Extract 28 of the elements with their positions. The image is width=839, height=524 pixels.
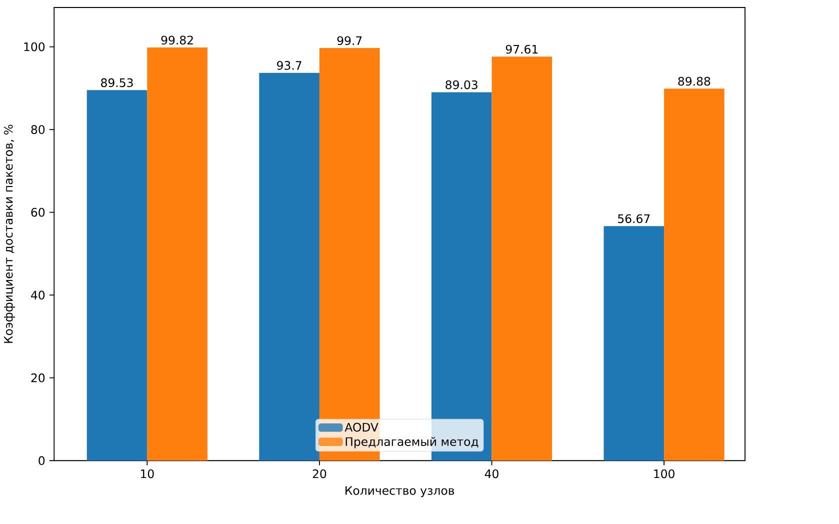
data-label: 56.67 bbox=[618, 214, 650, 223]
y-tick-label: 40 bbox=[31, 290, 45, 300]
bar bbox=[604, 226, 664, 460]
bar bbox=[492, 56, 552, 460]
y-tick-label: 0 bbox=[38, 456, 45, 465]
data-label: 93.7 bbox=[277, 60, 302, 70]
y-axis-title: Коэффициент доставки пакетов, % bbox=[4, 124, 16, 343]
y-tick-label: 100 bbox=[24, 42, 45, 52]
bar bbox=[86, 90, 148, 460]
data-label: 89.88 bbox=[678, 76, 710, 86]
bar bbox=[664, 88, 724, 460]
data-label: 89.53 bbox=[101, 78, 133, 87]
x-axis-title: Количество узлов bbox=[346, 486, 454, 498]
x-tick-label: 20 bbox=[312, 469, 326, 478]
data-label: 99.7 bbox=[337, 36, 362, 45]
data-label: 89.03 bbox=[446, 80, 478, 90]
legend-label: Предлагаемый метод bbox=[346, 436, 478, 448]
x-tick-label: 10 bbox=[140, 469, 154, 478]
x-tick-label: 100 bbox=[654, 469, 674, 478]
legend-label: AODV bbox=[344, 422, 378, 432]
bar bbox=[147, 47, 208, 460]
y-tick-label: 60 bbox=[31, 208, 45, 217]
x-tick-label: 40 bbox=[484, 469, 498, 478]
bar bbox=[259, 72, 320, 460]
data-label: 99.82 bbox=[161, 36, 193, 44]
y-tick-label: 20 bbox=[31, 373, 45, 382]
y-tick-label: 80 bbox=[31, 125, 45, 134]
data-label: 97.61 bbox=[506, 44, 538, 54]
